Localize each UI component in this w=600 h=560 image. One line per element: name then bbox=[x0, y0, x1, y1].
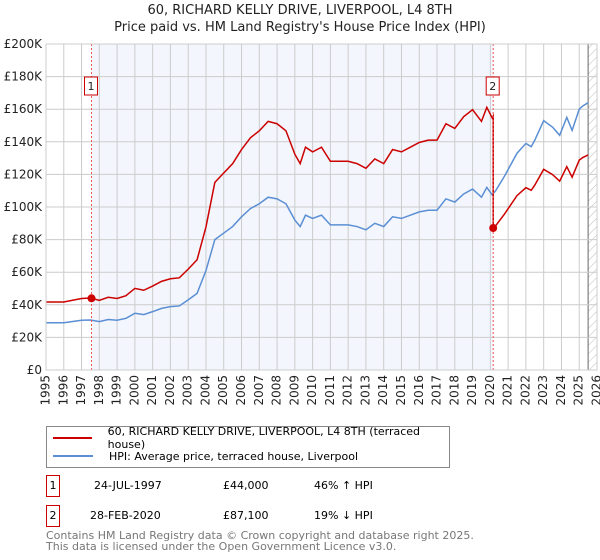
x-tick-label: 2017 bbox=[430, 375, 444, 406]
footer-line: This data is licensed under the Open Gov… bbox=[46, 540, 397, 553]
y-tick-label: £20K bbox=[11, 330, 43, 344]
x-tick-label: 2009 bbox=[287, 375, 301, 406]
legend-item-hpi: HPI: Average price, terraced house, Live… bbox=[53, 448, 358, 464]
y-tick-label: £40K bbox=[11, 298, 43, 312]
x-tick-label: 2010 bbox=[305, 375, 319, 406]
y-tick-label: £160K bbox=[4, 102, 44, 116]
x-tick-label: 2014 bbox=[376, 375, 390, 406]
x-tick-label: 2025 bbox=[572, 375, 586, 406]
property-price-line bbox=[46, 105, 589, 303]
x-tick-label: 2019 bbox=[465, 375, 479, 406]
sale-hpi-diff: 46% ↑ HPI bbox=[314, 479, 373, 492]
sale-date: 24-JUL-1997 bbox=[94, 479, 162, 492]
x-tick-label: 2008 bbox=[270, 375, 284, 406]
x-tick-label: 2021 bbox=[501, 375, 515, 406]
x-tick-label: 1996 bbox=[56, 375, 70, 406]
sale-marker-label: 2 bbox=[489, 80, 496, 93]
y-tick-label: £120K bbox=[4, 167, 44, 181]
x-tick-label: 1995 bbox=[39, 375, 53, 406]
y-tick-label: £180K bbox=[4, 70, 44, 84]
x-tick-label: 2022 bbox=[518, 375, 532, 406]
legend-label: 60, RICHARD KELLY DRIVE, LIVERPOOL, L4 8… bbox=[107, 425, 421, 451]
legend-swatch-blue bbox=[53, 455, 93, 457]
x-tick-label: 2006 bbox=[234, 375, 248, 406]
plot-border bbox=[45, 43, 598, 371]
y-tick-label: £80K bbox=[11, 233, 43, 247]
y-tick-label: £0 bbox=[27, 363, 42, 377]
legend-swatch-red bbox=[53, 437, 92, 439]
price-chart: 1995 1996 1997 1998 1999 2000 2001 2002 2003 2004… bbox=[4, 37, 600, 406]
x-tick-label: 2016 bbox=[412, 375, 426, 406]
legend: 60, RICHARD KELLY DRIVE, LIVERPOOL, L4 8… bbox=[46, 425, 450, 468]
title-line: 60, RICHARD KELLY DRIVE, LIVERPOOL, L4 8… bbox=[147, 3, 453, 18]
x-tick-label: 2024 bbox=[554, 375, 568, 406]
sale-price: £87,100 bbox=[223, 509, 269, 522]
sale-point bbox=[87, 294, 96, 303]
sale-marker-badge: 1 bbox=[46, 475, 60, 497]
x-tick-label: 2020 bbox=[483, 375, 497, 406]
x-tick-label: 2000 bbox=[127, 375, 141, 406]
x-tick-label: 2018 bbox=[447, 375, 461, 406]
sale-marker-label: 1 bbox=[88, 80, 95, 93]
x-tick-label: 2013 bbox=[358, 375, 372, 406]
sale-price: £44,000 bbox=[223, 479, 269, 492]
y-tick-label: £140K bbox=[4, 135, 44, 149]
x-tick-label: 2011 bbox=[323, 375, 337, 406]
sale-row: 1 24-JUL-1997 £44,000 46% ↑ HPI bbox=[46, 475, 546, 497]
x-tick-label: 2015 bbox=[394, 375, 408, 406]
x-tick-label: 2003 bbox=[181, 375, 195, 406]
legend-item-property: 60, RICHARD KELLY DRIVE, LIVERPOOL, L4 8… bbox=[53, 425, 449, 451]
x-tick-label: 2007 bbox=[252, 375, 266, 406]
sale-row: 2 28-FEB-2020 £87,100 19% ↓ HPI bbox=[46, 505, 546, 527]
y-tick-label: £100K bbox=[4, 200, 44, 214]
sale-marker-box bbox=[485, 76, 500, 96]
sale-hpi-diff: 19% ↓ HPI bbox=[314, 509, 373, 522]
hpi-line bbox=[46, 102, 589, 324]
x-tick-label: 1998 bbox=[92, 375, 106, 406]
x-tick-label: 2023 bbox=[536, 375, 550, 406]
sale-point bbox=[489, 224, 498, 233]
footer-line: Contains HM Land Registry data © Crown c… bbox=[46, 529, 474, 542]
x-tick-label: 1999 bbox=[110, 375, 124, 406]
x-tick-label: 2001 bbox=[145, 375, 159, 406]
sale-marker-box bbox=[84, 76, 99, 96]
legend-label: HPI: Average price, terraced house, Live… bbox=[109, 449, 359, 463]
x-tick-label: 2002 bbox=[163, 375, 177, 406]
x-tick-label: 2012 bbox=[341, 375, 355, 406]
chart-title: 60, RICHARD KELLY DRIVE, LIVERPOOL, L4 8… bbox=[0, 2, 600, 36]
x-tick-label: 1997 bbox=[74, 375, 88, 406]
x-tick-label: 2005 bbox=[216, 375, 230, 406]
subtitle-line: Price paid vs. HM Land Registry's House … bbox=[114, 20, 486, 35]
sale-marker-badge: 2 bbox=[46, 505, 60, 527]
x-tick-label: 2004 bbox=[198, 375, 212, 406]
x-tick-label: 2026 bbox=[590, 375, 600, 406]
footer: Contains HM Land Registry data © Crown c… bbox=[46, 530, 474, 552]
sale-date: 28-FEB-2020 bbox=[90, 509, 161, 522]
y-tick-label: £200K bbox=[4, 37, 44, 51]
y-tick-label: £60K bbox=[11, 265, 43, 279]
